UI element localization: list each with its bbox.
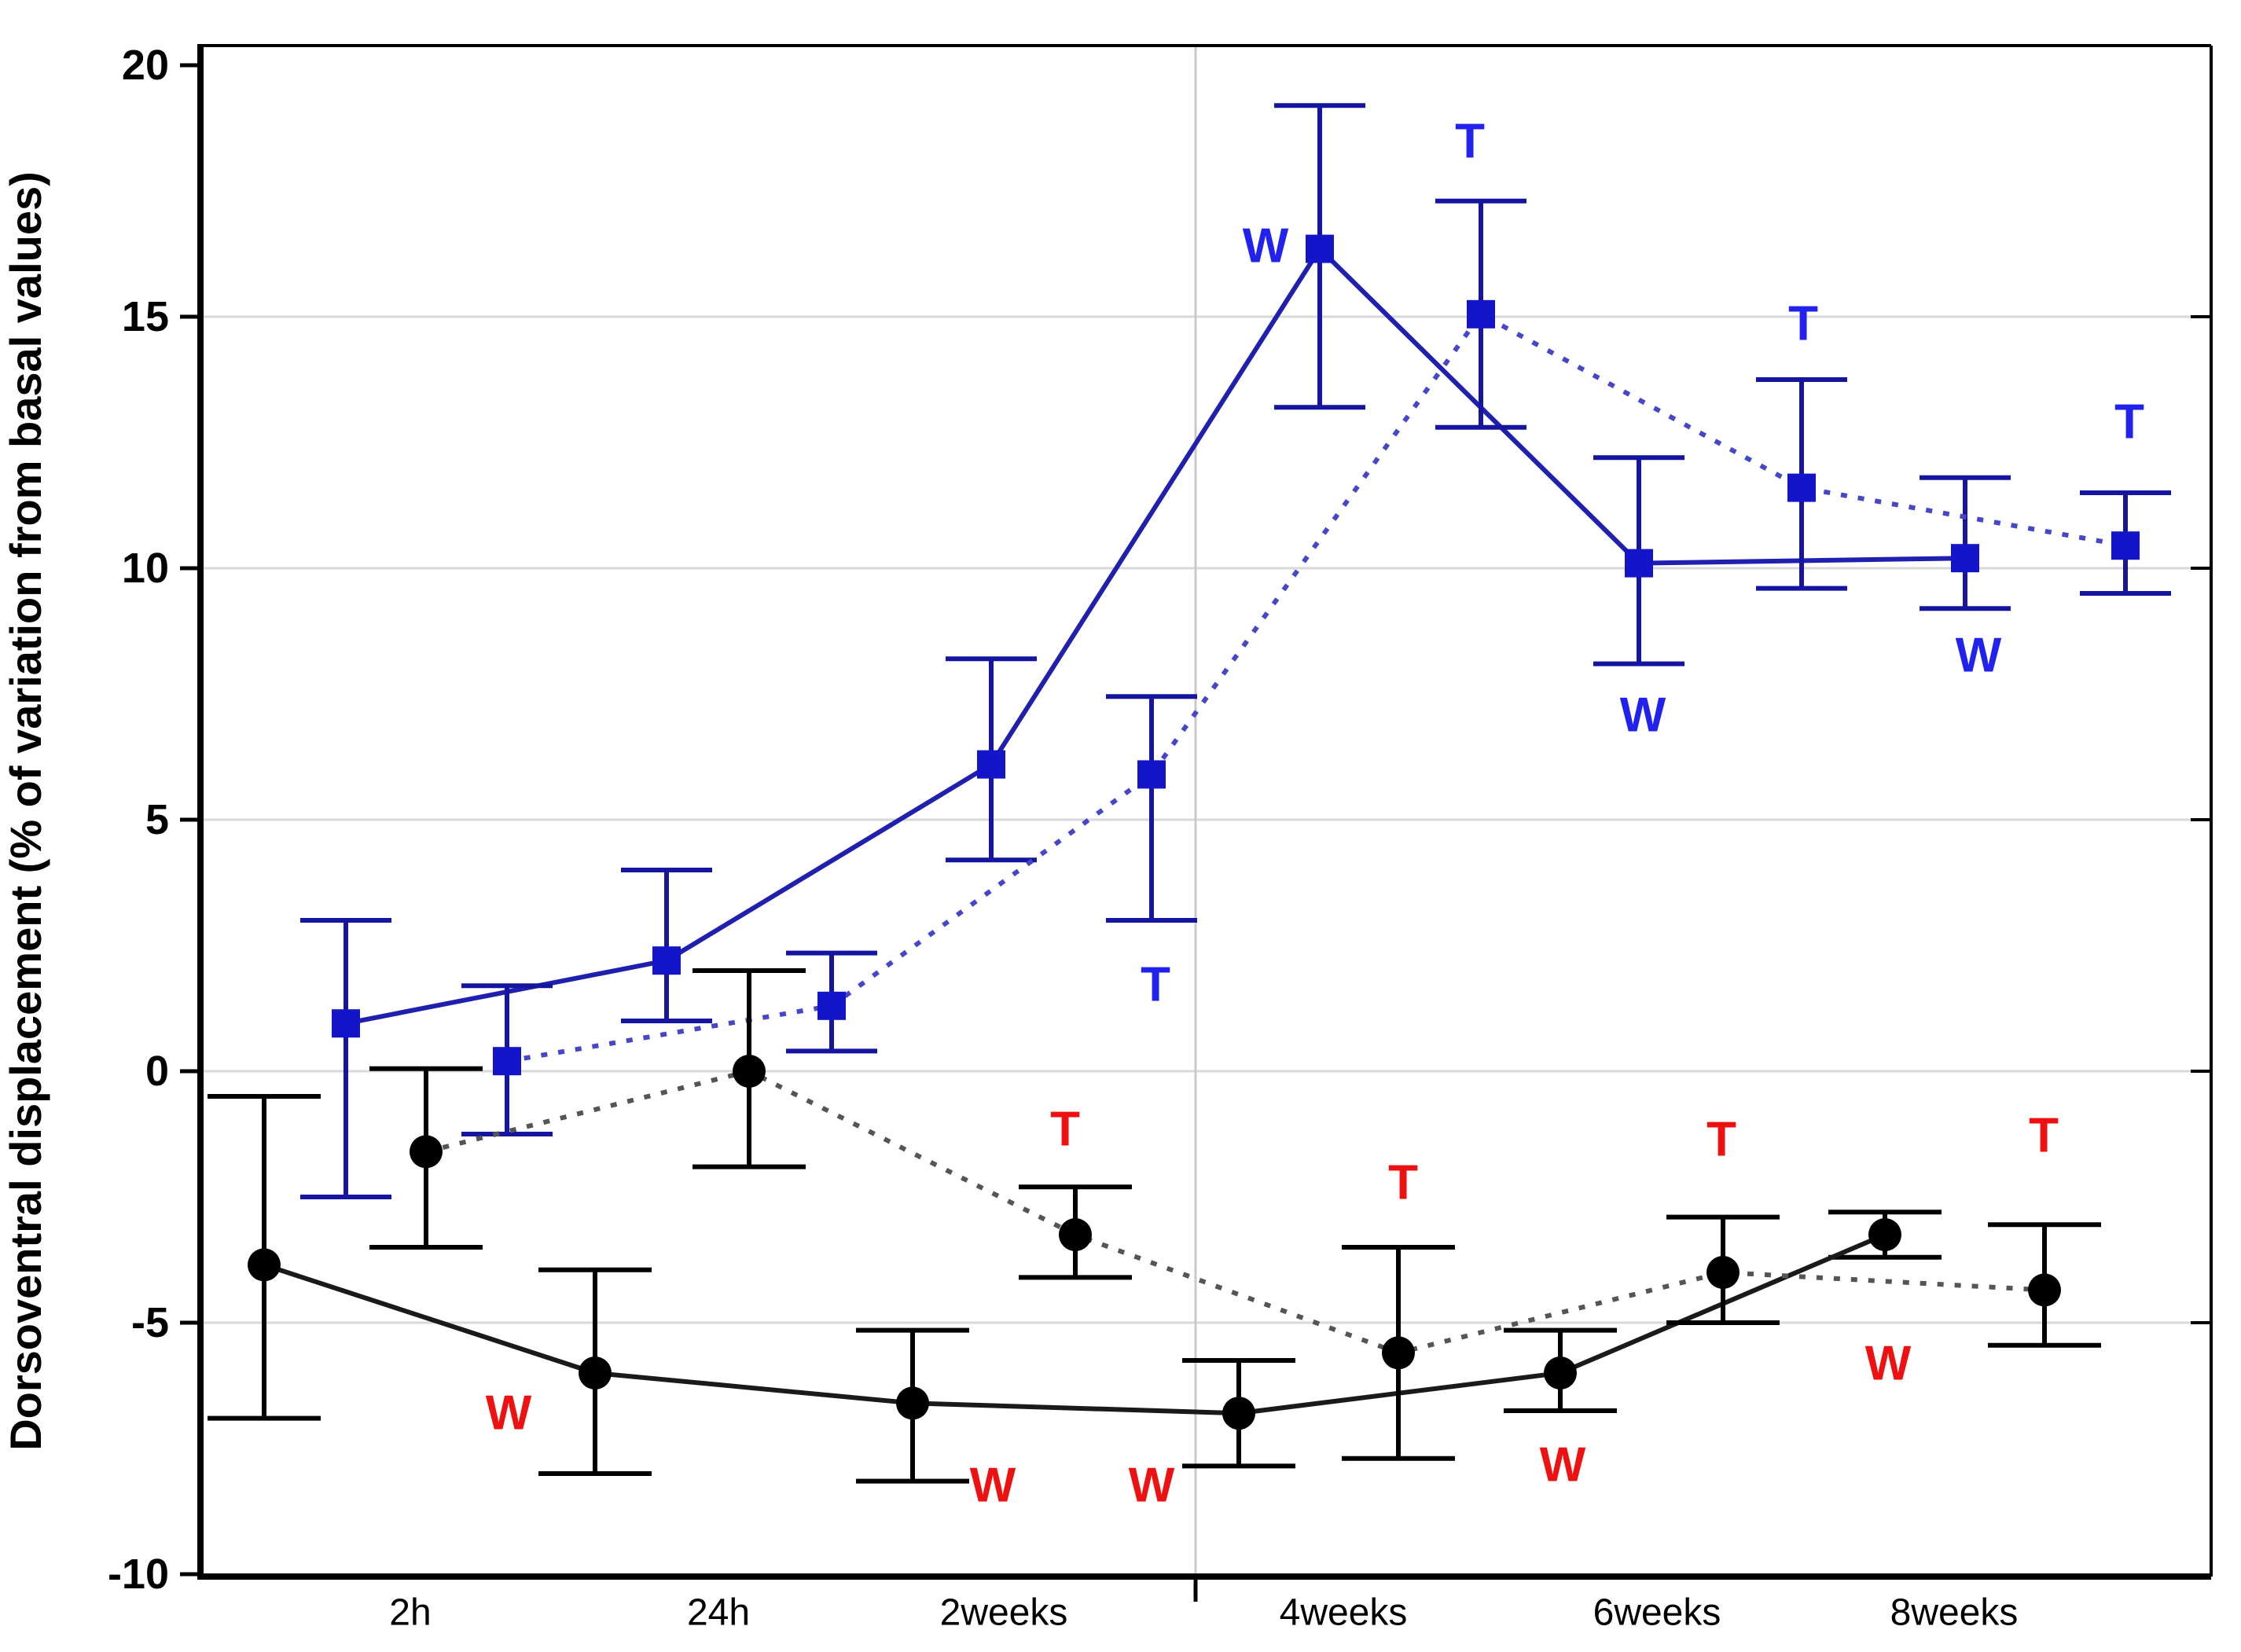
y-tick-label: -5	[131, 1299, 169, 1346]
x-tick-label: 8weeks	[1890, 1592, 2019, 1634]
significance-label-w: W	[1243, 219, 1289, 273]
blue-w-solid-marker	[1951, 544, 1979, 573]
black-t-dotted-marker	[1382, 1336, 1415, 1370]
y-tick-label: 20	[122, 42, 169, 89]
black-t-dotted-marker	[1706, 1256, 1740, 1289]
y-tick-label: 15	[122, 293, 169, 340]
y-tick-label: 10	[122, 545, 169, 592]
blue-t-dotted-marker	[493, 1047, 521, 1076]
significance-label-t: T	[1788, 297, 1818, 351]
y-axis-title: Dorsoventral displacement (% of variatio…	[1, 171, 50, 1451]
black-w-solid-marker	[1222, 1397, 1255, 1430]
plot-area: W W W T T T T W W W W W T T T T 20 15 10 5 0 -5 -10 2h 24h 2weeks…	[108, 42, 2213, 1634]
black-w-solid-marker	[579, 1356, 612, 1390]
blue-w-solid-marker	[332, 1009, 360, 1038]
significance-label-t: T	[1141, 958, 1170, 1012]
blue-w-solid-line	[345, 244, 1966, 1026]
black-w-solid-line	[263, 1232, 1886, 1416]
x-tick-label: 2h	[389, 1592, 431, 1634]
x-tick-label: 4weeks	[1280, 1592, 1408, 1634]
significance-label-w: W	[1956, 629, 2002, 683]
blue-w-solid-marker	[652, 946, 681, 975]
y-tick-label: 5	[145, 796, 169, 843]
blue-t-dotted-marker	[2111, 531, 2140, 560]
significance-label-w: W	[1620, 688, 1666, 743]
blue-t-dotted-marker	[817, 991, 846, 1020]
significance-label-w: W	[486, 1386, 532, 1441]
blue-w-solid-marker	[977, 750, 1005, 779]
black-w-solid-marker	[248, 1248, 281, 1282]
blue-w-solid-marker	[1625, 549, 1653, 578]
black-t-dotted-marker	[733, 1055, 766, 1088]
x-tick-label: 6weeks	[1593, 1592, 1721, 1634]
x-tick-label: 2weeks	[940, 1592, 1068, 1634]
black-w-solid-marker	[896, 1386, 929, 1420]
blue-t-dotted-marker	[1467, 299, 1495, 329]
significance-label-t: T	[1050, 1103, 1080, 1157]
significance-label-w: W	[970, 1459, 1016, 1513]
black-w-solid-marker	[1544, 1356, 1577, 1390]
black-t-dotted-line	[425, 1068, 2045, 1356]
significance-label-t: T	[1388, 1156, 1418, 1210]
black-t-dotted-marker	[1059, 1218, 1092, 1251]
significance-label-w: W	[1129, 1459, 1175, 1513]
significance-label-t: T	[1706, 1113, 1736, 1167]
blue-t-dotted-line	[506, 310, 2126, 1064]
black-t-dotted-marker	[410, 1135, 443, 1169]
significance-label-w: W	[1865, 1337, 1912, 1391]
significance-label-t: T	[2114, 395, 2144, 450]
blue-t-dotted-marker	[1787, 473, 1816, 502]
black-w-solid-marker	[1868, 1218, 1901, 1251]
significance-label-t: T	[2029, 1109, 2059, 1163]
significance-label-t: T	[1455, 115, 1485, 169]
black-t-dotted-marker	[2028, 1273, 2061, 1307]
x-tick-label: 24h	[687, 1592, 750, 1634]
blue-w-solid-marker	[1306, 234, 1334, 263]
significance-label-w: W	[1540, 1438, 1586, 1492]
y-tick-label: 0	[145, 1048, 169, 1095]
y-tick-label: -10	[108, 1551, 169, 1598]
blue-t-dotted-marker	[1137, 760, 1166, 789]
